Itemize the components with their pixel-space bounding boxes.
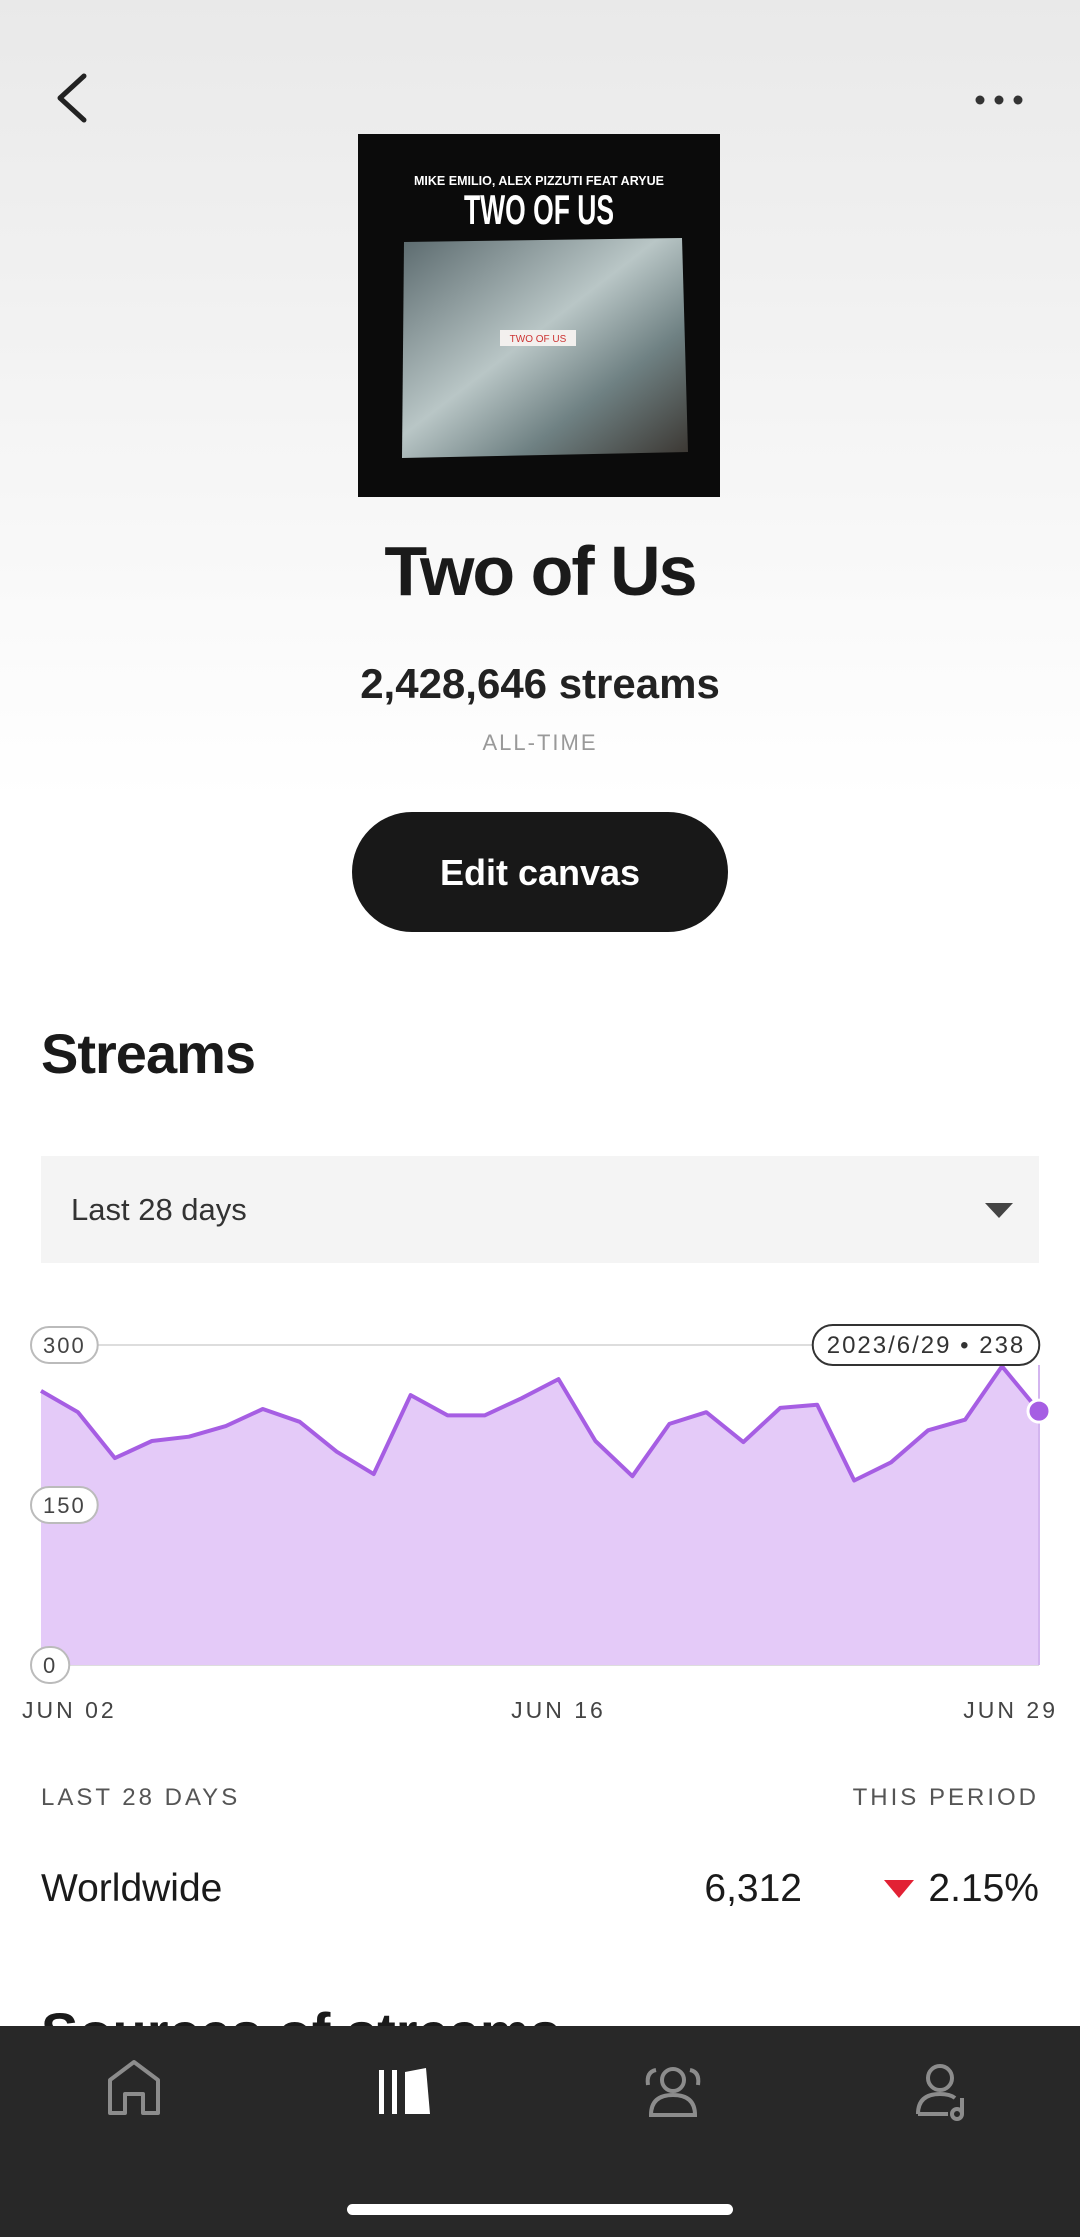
tooltip-label: 2023/6/29 • 238 (827, 1332, 1026, 1359)
region: Worldwide (41, 1867, 222, 1910)
area-line (40, 1364, 1041, 1483)
nav-bar (0, 2026, 1080, 2237)
nav-profile[interactable] (916, 2064, 964, 2121)
edit-canvas-label: Edit canvas (440, 852, 640, 893)
album-artists: MIKE EMILIO, ALEX PIZZUTI FEAT ARYUE (414, 173, 664, 188)
album-sticker (500, 330, 576, 346)
streams-chart: 0 150 300 JUN 02 JUN 16 JUN 29 2023/6/29 • 238 (22, 1324, 1058, 1723)
x-tick-label: JUN 02 (22, 1697, 117, 1723)
album-title: TWO OF US (464, 186, 614, 233)
home-indicator (347, 2204, 733, 2215)
y-tick-label: 150 (43, 1493, 86, 1518)
dropdown-label: Last 28 days (71, 1192, 247, 1227)
album-art: MIKE EMILIO, ALEX PIZZUTI FEAT ARYUE TWO… (358, 134, 720, 497)
area-fill (41, 1366, 1039, 1665)
x-tick-label: JUN 16 (511, 1697, 606, 1723)
nav-music[interactable] (379, 2068, 430, 2114)
x-tick-label: JUN 29 (963, 1697, 1058, 1723)
hover-point (1026, 1398, 1052, 1424)
nav-home[interactable] (108, 2060, 160, 2115)
dropdown-arrow (985, 1203, 1013, 1218)
y-tick-bubble (30, 1646, 71, 1684)
y-tick-label: 0 (43, 1653, 57, 1678)
y-tick-bubble (30, 1486, 99, 1524)
back-button[interactable] (57, 73, 87, 123)
track-title: Two of Us (384, 532, 695, 610)
edit-canvas-button[interactable] (352, 812, 728, 932)
y-tick-label: 300 (43, 1333, 86, 1358)
period-dropdown[interactable] (41, 1156, 1039, 1263)
region-streams: 6,312 (704, 1867, 802, 1910)
track-streams: 2,428,646 streams (360, 660, 720, 707)
summary-left-header: LAST 28 DAYS (41, 1784, 240, 1811)
more-button[interactable] (975, 95, 1023, 105)
summary-right-header: THIS PERIOD (853, 1784, 1039, 1811)
album-photo (402, 238, 688, 458)
streams-period: ALL-TIME (482, 730, 597, 755)
tooltip-box (811, 1324, 1041, 1366)
album-sticker-text: TWO OF US (510, 334, 567, 345)
change-down-arrow (884, 1880, 914, 1898)
section-title: Streams (41, 1022, 255, 1085)
y-tick-bubble (30, 1326, 99, 1364)
nav-audience[interactable] (645, 2067, 701, 2117)
region-change: 2.15% (928, 1867, 1039, 1910)
